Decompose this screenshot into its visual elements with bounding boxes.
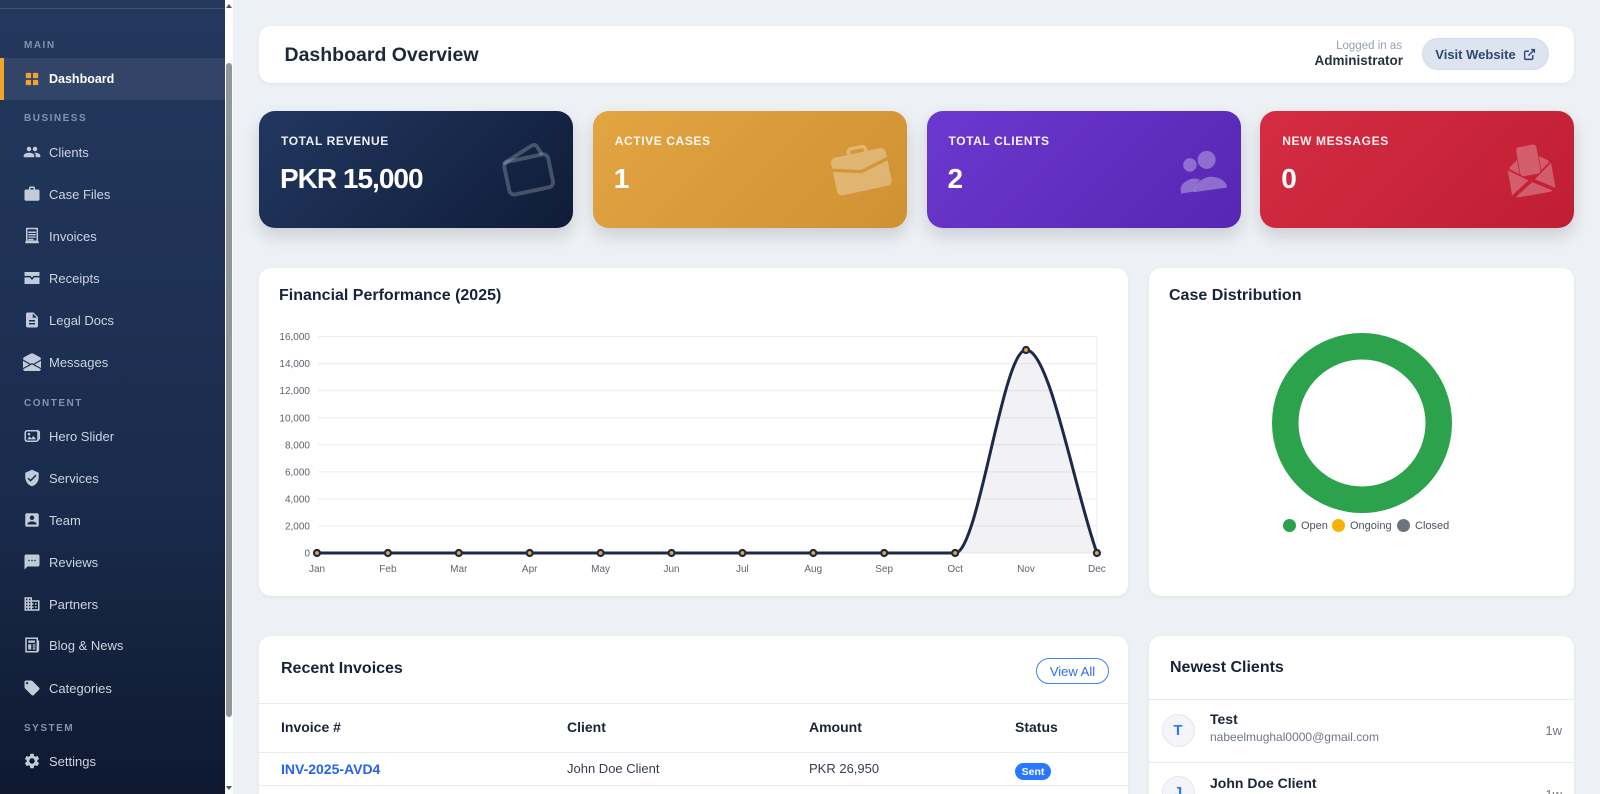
svg-text:2,000: 2,000 [285, 522, 310, 533]
svg-text:16,000: 16,000 [279, 332, 310, 343]
svg-text:Sep: Sep [875, 564, 893, 575]
svg-text:Jul: Jul [736, 564, 749, 575]
svg-text:Oct: Oct [947, 564, 963, 575]
svg-text:10,000: 10,000 [279, 413, 310, 424]
svg-text:Apr: Apr [522, 564, 538, 575]
svg-text:8,000: 8,000 [285, 440, 310, 451]
svg-text:May: May [591, 564, 610, 575]
svg-text:14,000: 14,000 [279, 359, 310, 370]
svg-text:0: 0 [304, 549, 310, 560]
svg-text:Dec: Dec [1088, 564, 1106, 575]
svg-text:Aug: Aug [804, 564, 822, 575]
svg-text:Jan: Jan [309, 564, 325, 575]
svg-text:6,000: 6,000 [285, 467, 310, 478]
svg-text:Feb: Feb [379, 564, 397, 575]
svg-text:Mar: Mar [450, 564, 468, 575]
svg-text:Jun: Jun [663, 564, 679, 575]
svg-text:Nov: Nov [1017, 564, 1035, 575]
svg-text:12,000: 12,000 [279, 386, 310, 397]
svg-text:4,000: 4,000 [285, 494, 310, 505]
